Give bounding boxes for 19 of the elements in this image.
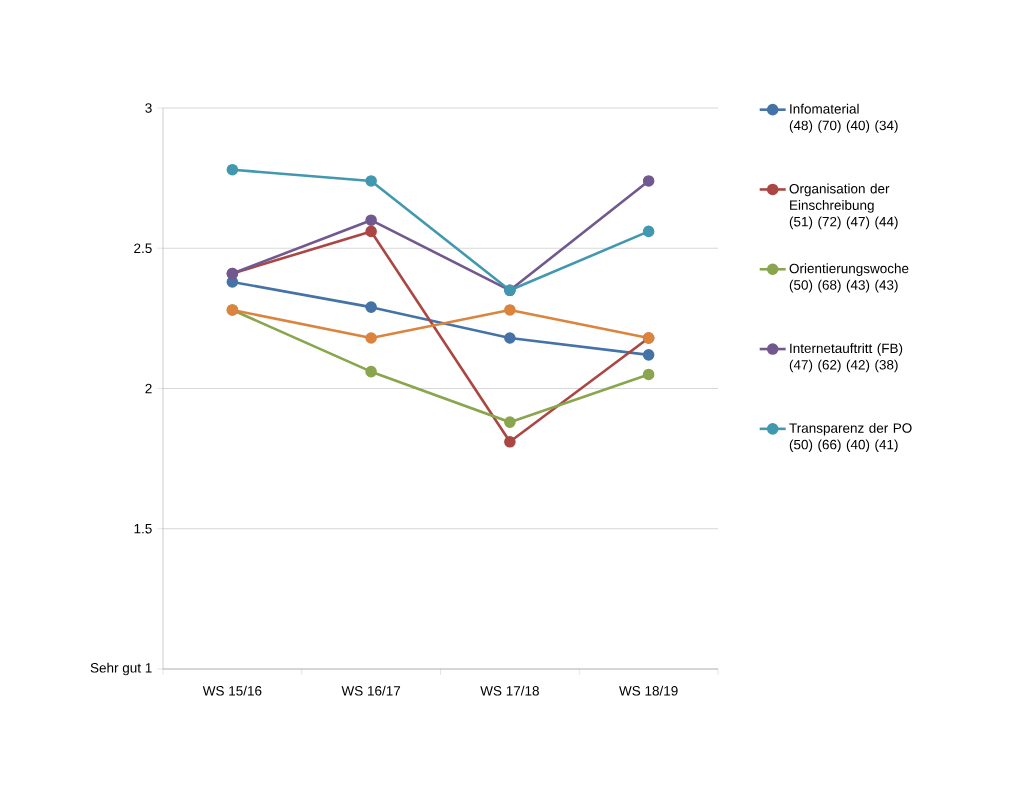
y-tick-label: 1.5: [134, 524, 152, 534]
y-tick-label: Sehr gut 1: [90, 662, 152, 676]
x-tick-label: WS 18/19: [619, 685, 678, 696]
text: (48) (70) (40) (34): [789, 120, 898, 133]
legend-label: Orientierungswoche: [789, 263, 909, 276]
x-tick-label: WS 16/17: [341, 685, 401, 696]
legend-label: Infomaterial: [790, 103, 859, 114]
y-tick-label: 2: [145, 383, 152, 394]
y-tick-label: 2.5: [134, 243, 152, 254]
legend-label: Organisation der Einschreibung: [789, 183, 890, 213]
legend-label: Transparenz der PO: [789, 422, 912, 436]
legend-label: Internetauftritt (FB): [790, 343, 903, 356]
text: (51) (72) (47) (44): [789, 216, 898, 230]
x-tick-label: WS 17/18: [480, 685, 539, 696]
x-tick-label: WS 15/16: [202, 685, 262, 696]
text: (50) (66) (40) (41): [789, 439, 898, 453]
text: (47) (62) (42) (38): [789, 359, 898, 373]
text: (50) (68) (43) (43): [789, 279, 898, 293]
y-tick-label: 3: [145, 103, 152, 113]
